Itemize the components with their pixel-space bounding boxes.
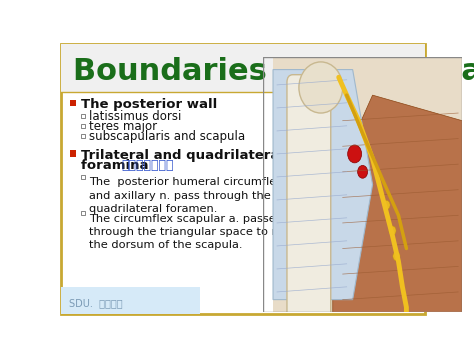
Text: Boundaries of the axillary fossa: Boundaries of the axillary fossa [73, 58, 474, 86]
Text: Trilateral and quadrilateral: Trilateral and quadrilateral [81, 149, 284, 162]
Text: latissimus dorsi: latissimus dorsi [89, 110, 181, 123]
FancyBboxPatch shape [81, 175, 85, 179]
FancyBboxPatch shape [81, 211, 85, 215]
Text: foramina: foramina [81, 159, 153, 172]
FancyBboxPatch shape [70, 151, 76, 157]
Text: teres major: teres major [89, 120, 157, 133]
Text: 三边孔和四边孔: 三边孔和四边孔 [121, 159, 174, 172]
Ellipse shape [299, 62, 343, 113]
Text: The  posterior humeral circumflex a.
and axillary n. pass through the
quadrilate: The posterior humeral circumflex a. and … [89, 178, 297, 214]
Polygon shape [333, 95, 462, 312]
Circle shape [358, 165, 368, 178]
Polygon shape [273, 70, 373, 300]
FancyBboxPatch shape [61, 44, 425, 92]
Text: The circumflex scapular a. passes
through the triangular space to reach
the dors: The circumflex scapular a. passes throug… [89, 214, 303, 250]
FancyBboxPatch shape [61, 288, 201, 315]
Circle shape [389, 226, 396, 235]
Circle shape [348, 145, 362, 163]
Circle shape [393, 252, 400, 261]
FancyBboxPatch shape [81, 124, 85, 128]
Text: The posterior wall: The posterior wall [81, 98, 217, 111]
FancyBboxPatch shape [61, 44, 425, 315]
Text: SDU.  山东大学: SDU. 山东大学 [69, 298, 122, 308]
Polygon shape [273, 57, 462, 312]
FancyBboxPatch shape [70, 100, 76, 106]
Circle shape [383, 201, 390, 210]
Text: subscapularis and scapula: subscapularis and scapula [89, 130, 245, 143]
FancyBboxPatch shape [287, 75, 331, 320]
FancyBboxPatch shape [81, 114, 85, 118]
FancyBboxPatch shape [81, 134, 85, 138]
